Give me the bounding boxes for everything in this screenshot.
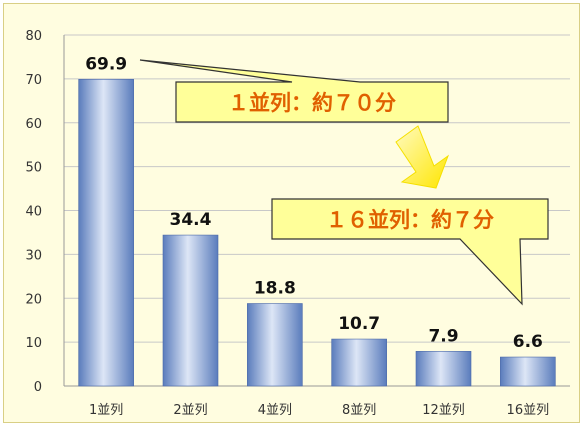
y-tick-label: 30 bbox=[25, 248, 42, 263]
x-tick-label: 2並列 bbox=[173, 403, 207, 418]
axes bbox=[63, 35, 570, 387]
data-label: 6.6 bbox=[513, 332, 543, 352]
callout-16-parallel: １６並列：約７分 bbox=[271, 198, 549, 306]
data-label: 69.9 bbox=[85, 54, 127, 74]
x-tick-label: 8並列 bbox=[342, 403, 376, 418]
x-tick-label: 4並列 bbox=[258, 403, 292, 418]
y-tick-label: 70 bbox=[25, 73, 42, 88]
x-tick-label: 1並列 bbox=[89, 403, 123, 418]
bar-12並列 bbox=[415, 351, 472, 387]
y-tick-label: 40 bbox=[25, 205, 42, 220]
y-tick-label: 20 bbox=[25, 292, 42, 307]
y-tick-label: 80 bbox=[25, 29, 42, 44]
bars bbox=[78, 79, 556, 387]
x-tick-labels: 1並列 2並列 4並列 8並列 12並列 16並列 bbox=[89, 403, 549, 418]
bar-8並列 bbox=[331, 338, 387, 387]
callout-1-text: １並列：約７０分 bbox=[228, 91, 396, 115]
bar-16並列 bbox=[500, 356, 556, 387]
x-tick-label: 16並列 bbox=[507, 403, 550, 418]
bar-2並列 bbox=[162, 234, 219, 387]
bar-4並列 bbox=[247, 303, 303, 387]
y-tick-labels: 0 10 20 30 40 50 60 70 80 bbox=[25, 29, 42, 395]
bar-1並列 bbox=[78, 79, 134, 387]
data-labels: 69.9 34.4 18.8 10.7 7.9 6.6 bbox=[85, 54, 543, 352]
callout-1-shape bbox=[139, 59, 449, 123]
data-label: 18.8 bbox=[254, 279, 296, 299]
y-tick-label: 50 bbox=[25, 161, 42, 176]
data-label: 7.9 bbox=[428, 326, 458, 346]
y-tick-label: 60 bbox=[25, 117, 42, 132]
y-tick-label: 10 bbox=[25, 336, 42, 351]
y-tick-label: 0 bbox=[34, 380, 42, 395]
callout-16-shape bbox=[271, 198, 549, 306]
data-label: 34.4 bbox=[170, 210, 212, 230]
callout-1-parallel: １並列：約７０分 bbox=[139, 59, 449, 123]
x-tick-label: 12並列 bbox=[422, 403, 465, 418]
data-label: 10.7 bbox=[338, 314, 380, 334]
down-arrow-icon bbox=[395, 125, 450, 189]
callout-16-text: １６並列：約７分 bbox=[326, 208, 494, 232]
grid-lines bbox=[64, 34, 570, 343]
